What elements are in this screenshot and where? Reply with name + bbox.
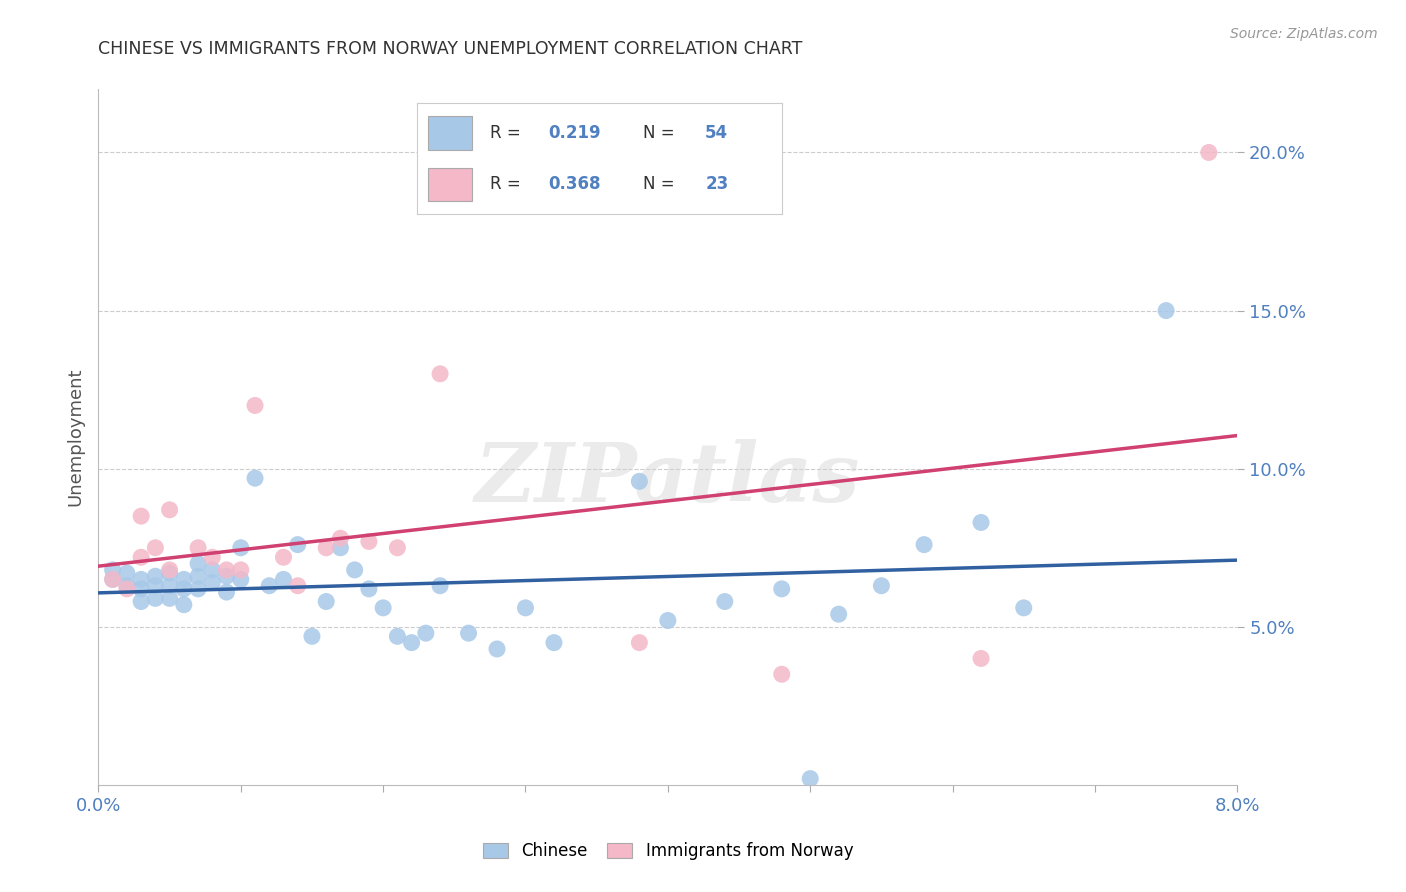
Point [429, 367, 451, 381]
Point [259, 579, 281, 593]
Point [970, 651, 993, 665]
Point [173, 573, 195, 587]
Point [145, 569, 167, 583]
Point [315, 541, 337, 555]
Point [870, 579, 893, 593]
Point [1154, 303, 1177, 318]
Point [159, 503, 181, 517]
Point [486, 642, 509, 657]
Point [129, 509, 152, 524]
Point [357, 534, 380, 549]
Point [229, 573, 252, 587]
Point [101, 573, 124, 587]
Point [628, 635, 651, 649]
Point [287, 538, 309, 552]
Point [159, 563, 181, 577]
Point [429, 579, 451, 593]
Point [187, 582, 209, 596]
Point [273, 573, 295, 587]
Point [243, 399, 266, 413]
Point [159, 591, 181, 606]
Point [543, 635, 565, 649]
Text: CHINESE VS IMMIGRANTS FROM NORWAY UNEMPLOYMENT CORRELATION CHART: CHINESE VS IMMIGRANTS FROM NORWAY UNEMPL… [98, 40, 803, 58]
Point [387, 541, 409, 555]
Point [201, 575, 224, 590]
Point [1012, 600, 1035, 615]
Point [301, 629, 323, 643]
Y-axis label: Unemployment: Unemployment [66, 368, 84, 507]
Point [201, 550, 224, 565]
Point [145, 591, 167, 606]
Point [215, 585, 238, 599]
Point [145, 541, 167, 555]
Point [115, 582, 138, 596]
Point [173, 598, 195, 612]
Text: Source: ZipAtlas.com: Source: ZipAtlas.com [1230, 27, 1378, 41]
Point [187, 541, 209, 555]
Point [415, 626, 437, 640]
Point [159, 566, 181, 580]
Point [912, 538, 935, 552]
Point [101, 563, 124, 577]
Point [329, 541, 352, 555]
Point [187, 557, 209, 571]
Point [457, 626, 479, 640]
Point [115, 579, 138, 593]
Point [215, 569, 238, 583]
Point [770, 582, 793, 596]
Point [387, 629, 409, 643]
Point [628, 475, 651, 489]
Legend: Chinese, Immigrants from Norway: Chinese, Immigrants from Norway [475, 836, 860, 867]
Point [828, 607, 851, 622]
Point [657, 614, 679, 628]
Point [229, 563, 252, 577]
Point [215, 563, 238, 577]
Point [129, 573, 152, 587]
Point [187, 569, 209, 583]
Point [371, 600, 394, 615]
Point [329, 531, 352, 545]
Point [343, 563, 366, 577]
Text: ZIPatlas: ZIPatlas [475, 439, 860, 519]
Point [201, 563, 224, 577]
Point [799, 772, 821, 786]
Point [970, 516, 993, 530]
Point [273, 550, 295, 565]
Point [243, 471, 266, 485]
Point [129, 582, 152, 596]
Point [714, 594, 737, 608]
Point [115, 566, 138, 580]
Point [357, 582, 380, 596]
Point [129, 550, 152, 565]
Point [401, 635, 423, 649]
Point [173, 582, 195, 596]
Point [1198, 145, 1220, 160]
Point [770, 667, 793, 681]
Point [129, 594, 152, 608]
Point [287, 579, 309, 593]
Point [229, 541, 252, 555]
Point [159, 579, 181, 593]
Point [101, 573, 124, 587]
Point [315, 594, 337, 608]
Point [145, 579, 167, 593]
Point [515, 600, 537, 615]
